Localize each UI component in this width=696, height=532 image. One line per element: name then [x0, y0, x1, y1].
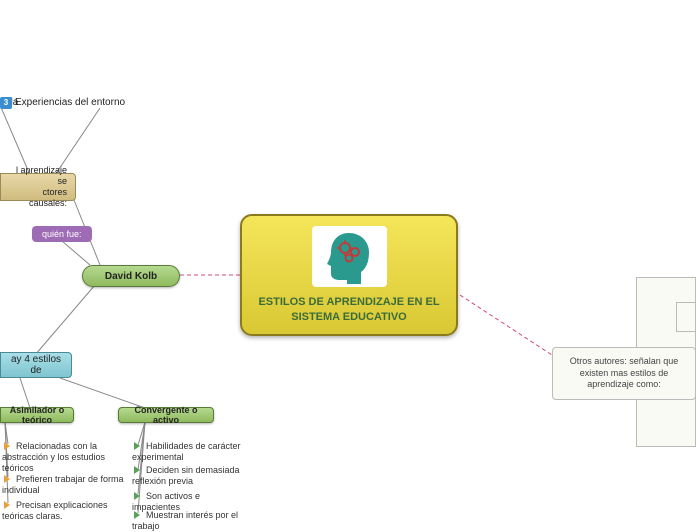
exp-label: Experiencias del entorno — [15, 97, 125, 108]
david-kolb-node[interactable]: David Kolb — [82, 265, 180, 287]
central-title: ESTILOS DE APRENDIZAJE EN EL SISTEMA EDU… — [252, 295, 446, 324]
right-panel-inner — [676, 302, 696, 332]
central-node[interactable]: ESTILOS DE APRENDIZAJE EN EL SISTEMA EDU… — [240, 214, 458, 336]
other-authors-box: Otros autores: señalan que existen mas e… — [552, 347, 696, 400]
quien-fue-label: quién fue: — [32, 226, 92, 242]
leaf-left-1: Relacionadas con la abstracción y los es… — [2, 441, 132, 473]
causal-factors-box: l aprendizaje se ctores causales: — [0, 173, 76, 201]
style-asimilador[interactable]: Asimilador o teórico — [0, 407, 74, 423]
leaf-left-2: Prefieren trabajar de forma individual — [2, 474, 132, 496]
top-exp-text: 3Experiencias del entorno — [0, 97, 125, 109]
central-image — [312, 226, 387, 287]
badge-3: 3 — [0, 97, 12, 109]
leaf-right-2: Deciden sin demasiada reflexión previa — [132, 465, 247, 487]
leaf-right-4: Muestran interés por el trabajo — [132, 510, 242, 532]
style-convergente[interactable]: Convergente o activo — [118, 407, 214, 423]
causal-text: l aprendizaje se ctores causales: — [9, 165, 67, 208]
leaf-left-3: Precisan explicaciones teóricas claras. — [2, 500, 132, 522]
leaf-right-1: Habilidades de carácter experimental — [132, 441, 242, 463]
four-styles-node: ay 4 estilos de — [0, 352, 72, 378]
